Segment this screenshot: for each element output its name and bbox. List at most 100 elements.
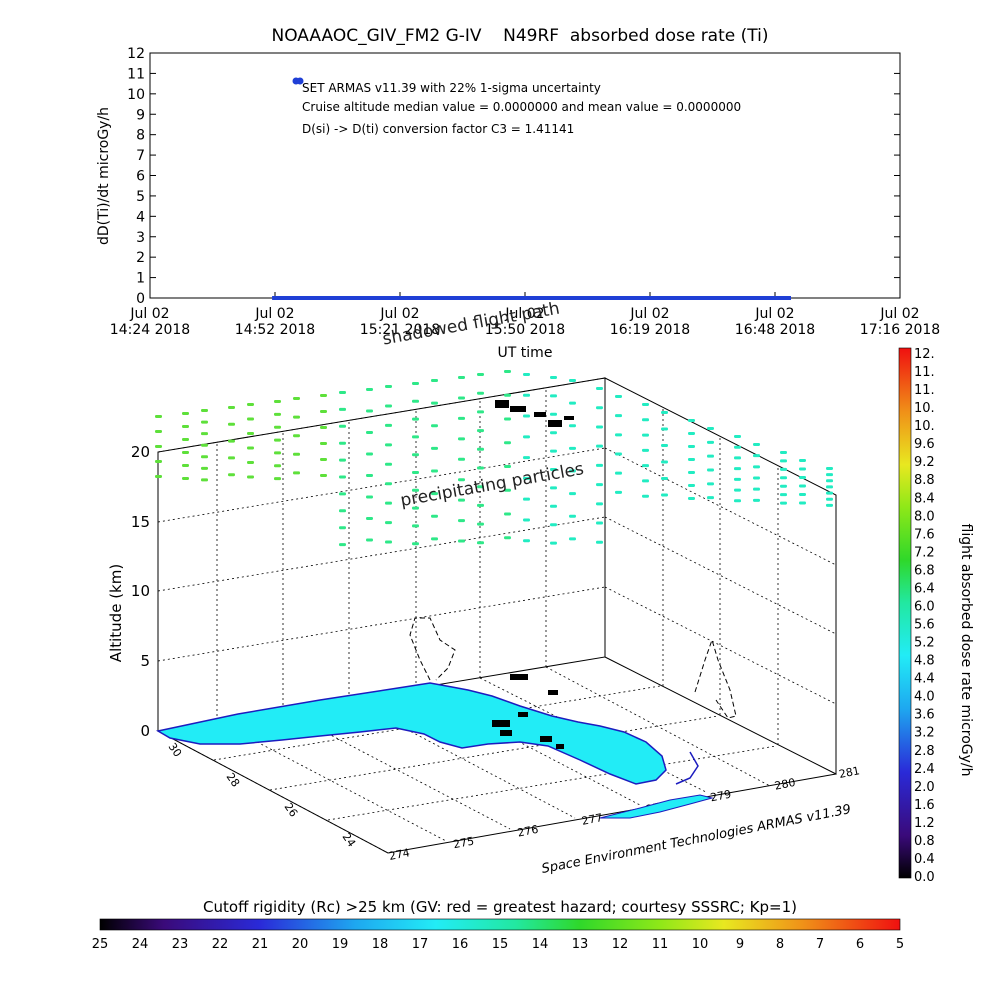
- particle-dash: [550, 376, 557, 379]
- particle-dash: [385, 501, 392, 505]
- cutoff-tick-label: 15: [492, 937, 509, 952]
- particle-dash: [734, 445, 741, 449]
- particle-dash: [642, 433, 649, 437]
- particle-dash: [523, 518, 530, 522]
- x-tick-date: Jul 02: [754, 306, 794, 322]
- particle-dash: [339, 475, 346, 479]
- particle-dash: [412, 506, 419, 510]
- y-tick-label: 0: [136, 291, 145, 307]
- particle-dash: [247, 403, 254, 406]
- dose-tick-label: 5.6: [914, 618, 935, 633]
- particle-dash: [596, 387, 603, 390]
- particle-dash: [247, 417, 254, 421]
- particle-dash: [615, 471, 622, 475]
- y-tick-label: 4: [136, 209, 145, 225]
- particle-dash: [734, 488, 741, 492]
- particle-dash: [642, 464, 649, 468]
- particle-dash: [826, 473, 833, 477]
- dose-tick-label: 4.0: [914, 690, 935, 705]
- x-tick-time: 16:19 2018: [610, 322, 690, 338]
- annotation-cruise: Cruise altitude median value = 0.0000000…: [302, 100, 741, 114]
- particle-dash: [550, 468, 557, 471]
- cutoff-tick-label: 23: [172, 937, 189, 952]
- particle-dash: [458, 478, 465, 482]
- particle-dash: [320, 394, 327, 397]
- floor-front-right-edge: [387, 773, 837, 854]
- dose-tick-label: 3.2: [914, 726, 935, 741]
- dose-tick-label: 3.6: [914, 708, 935, 723]
- particle-dash: [366, 452, 373, 456]
- particle-dash: [523, 476, 530, 480]
- particle-dash: [293, 397, 300, 400]
- particle-dash: [569, 537, 576, 541]
- annotation-conversion: D(si) -> D(ti) conversion factor C3 = 1.…: [302, 122, 574, 136]
- particle-dash: [247, 475, 254, 479]
- particle-dash: [477, 503, 484, 507]
- cutoff-tick-label: 13: [572, 937, 589, 952]
- particle-dash: [339, 509, 346, 513]
- particle-dash: [753, 487, 760, 491]
- dose-tick-label: 6.0: [914, 599, 935, 614]
- particle-dash: [596, 463, 603, 467]
- particle-dash: [155, 475, 162, 478]
- particle-dash: [385, 404, 392, 408]
- particle-dash: [477, 373, 484, 376]
- particle-dash: [780, 501, 787, 505]
- particle-dash: [569, 492, 576, 496]
- particle-dash: [550, 486, 557, 490]
- x-tick-date: Jul 02: [254, 306, 294, 322]
- particle-dash: [707, 496, 714, 500]
- florida-map: [155, 674, 714, 819]
- particle-dash: [320, 410, 327, 413]
- chart-title: NOAAAOC_GIV_FM2 G-IV N49RF absorbed dose…: [272, 26, 769, 46]
- particle-dash: [550, 431, 557, 435]
- particle-dash: [366, 517, 373, 520]
- particle-dash: [228, 456, 235, 460]
- cutoff-tick-label: 24: [132, 937, 149, 952]
- particle-dash: [661, 460, 668, 464]
- particle-dash: [293, 434, 300, 438]
- z-tick-label: 5: [140, 652, 150, 670]
- particle-dash: [523, 539, 530, 543]
- particle-dash: [753, 476, 760, 480]
- y-axis-label: dD(Ti)/dt microGy/h: [96, 107, 112, 245]
- particle-dash: [477, 410, 484, 414]
- particle-dash: [707, 468, 714, 472]
- dose-tick-label: 1.2: [914, 816, 935, 831]
- particle-dash: [753, 443, 760, 446]
- particle-dash: [339, 526, 346, 530]
- particle-dash: [412, 399, 419, 403]
- y-tick-label: 9: [136, 107, 145, 123]
- particle-dash: [826, 491, 833, 495]
- dose-tick-label: 4.8: [914, 654, 935, 669]
- x-tick-time: 14:52 2018: [235, 322, 315, 338]
- particle-dash: [569, 446, 576, 450]
- dose-tick-label: 10.: [914, 401, 935, 416]
- particle-dash: [596, 483, 603, 487]
- x-tick-time: 15:21 2018: [360, 322, 440, 338]
- particle-dash: [523, 414, 530, 418]
- particle-dash: [458, 539, 465, 543]
- dose-tick-label: 2.0: [914, 780, 935, 795]
- particle-dash: [826, 503, 833, 507]
- coastline-detail: [675, 751, 699, 785]
- particle-dash: [201, 420, 208, 424]
- dose-colorbar-label: flight absorbed dose rate microGy/h: [958, 524, 974, 777]
- particle-dash: [155, 460, 162, 463]
- cutoff-ticks: 25 24 23 22 21 20 19 18 17 16 15 14 13 12 11 10 9 8 7 6 5: [92, 937, 904, 952]
- particle-dash: [458, 396, 465, 400]
- particle-dash: [615, 395, 622, 398]
- particle-dash: [596, 406, 603, 410]
- particle-dash: [182, 412, 189, 415]
- particle-dash: [366, 431, 373, 434]
- left-wall-grid: [157, 377, 606, 721]
- dose-tick-label: 8.4: [914, 491, 935, 506]
- x-tick-date: Jul 02: [504, 306, 544, 322]
- cutoff-tick-label: 14: [532, 937, 549, 952]
- particle-dash: [642, 448, 649, 452]
- particle-dash: [201, 455, 208, 459]
- particle-dash: [458, 519, 465, 523]
- y-tick-label: 12: [127, 46, 145, 62]
- particle-dash: [431, 401, 438, 405]
